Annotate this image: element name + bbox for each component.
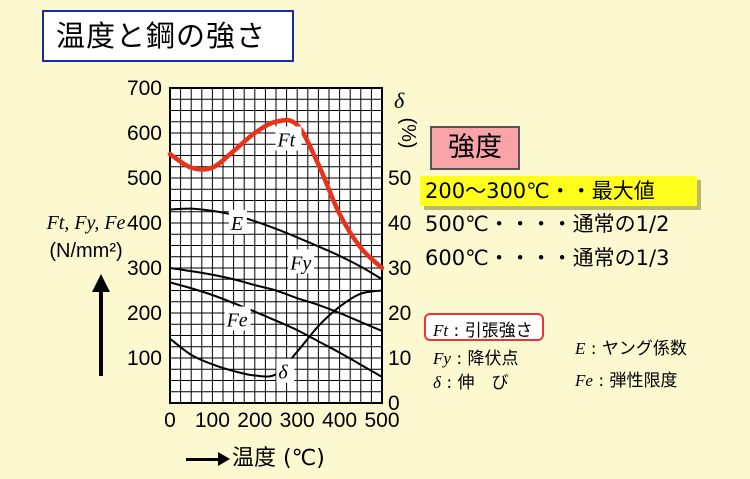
x-tick-label: 400 bbox=[322, 409, 357, 432]
x-tick-label: 0 bbox=[164, 409, 176, 432]
y-left-tick-label: 100 bbox=[127, 347, 162, 370]
x-tick-label: 100 bbox=[195, 409, 230, 432]
curve-label-delta: δ bbox=[278, 362, 288, 384]
legend-fe-text: : 弾性限度 bbox=[598, 371, 678, 391]
y-left-tick-label: 300 bbox=[127, 257, 162, 280]
series-line-delta bbox=[169, 289, 383, 378]
y-right-symbol: δ bbox=[394, 88, 405, 113]
legend-highlight-box bbox=[424, 313, 544, 341]
legend-fy-symbol: Fy bbox=[433, 349, 451, 368]
y-axis-left-label: Ft, Fy, Fe (N/mm²) bbox=[36, 208, 136, 265]
y-left-tick-label: 500 bbox=[127, 167, 162, 190]
x-tick-label: 500 bbox=[364, 409, 399, 432]
y-axis-unit: (N/mm²) bbox=[49, 240, 123, 262]
legend-fy-text: : 降伏点 bbox=[456, 349, 519, 369]
legend-e-text: : ヤング係数 bbox=[590, 339, 687, 359]
y-right-tick-label: 10 bbox=[388, 347, 411, 370]
y-right-tick-label: 0 bbox=[388, 392, 400, 415]
note-max: 200〜300℃・・最大値 bbox=[420, 176, 697, 206]
series-line-ft bbox=[167, 117, 385, 271]
legend-ft-text: : 引張強さ bbox=[453, 321, 533, 341]
curve-label-bg bbox=[228, 209, 247, 234]
legend-e: E : ヤング係数 bbox=[575, 334, 687, 359]
page-title: 温度と鋼の強さ bbox=[42, 10, 294, 62]
curve-label-bg bbox=[288, 249, 315, 274]
y-left-tick-label: 600 bbox=[127, 122, 162, 145]
curve-label-bg bbox=[276, 358, 295, 383]
right-arrow-icon bbox=[186, 451, 230, 466]
y-left-tick-label: 200 bbox=[127, 302, 162, 325]
legend-delta: δ : 伸 び bbox=[433, 368, 508, 393]
y-left-tick-label: 400 bbox=[127, 212, 162, 235]
legend-ft: Ft : 引張強さ bbox=[433, 316, 533, 341]
x-tick-label: 300 bbox=[280, 409, 315, 432]
y-left-tick-label: 700 bbox=[127, 77, 162, 100]
legend-delta-symbol: δ bbox=[433, 373, 441, 392]
y-right-tick-label: 50 bbox=[388, 167, 411, 190]
curve-label-e: E bbox=[230, 213, 243, 235]
note-600: 600℃・・・・通常の1/3 bbox=[425, 246, 670, 270]
legend-fy: Fy : 降伏点 bbox=[433, 344, 518, 369]
legend-e-symbol: E bbox=[575, 339, 586, 358]
y-right-tick-label: 40 bbox=[388, 212, 411, 235]
legend-ft-symbol: Ft bbox=[433, 321, 449, 340]
plot-frame bbox=[169, 87, 383, 404]
strength-heading: 強度 bbox=[430, 126, 520, 170]
legend-delta-text: : 伸 び bbox=[446, 373, 509, 393]
y-right-unit: (%) bbox=[397, 117, 419, 148]
curve-label-bg bbox=[275, 126, 302, 151]
curve-label-fe: Fe bbox=[226, 310, 248, 332]
y-axis-symbols: Ft, Fy, Fe bbox=[46, 212, 126, 234]
legend-fe-symbol: Fe bbox=[575, 371, 593, 390]
y-right-tick-label: 30 bbox=[388, 257, 411, 280]
curve-label-fy: Fy bbox=[289, 252, 311, 274]
x-tick-label: 200 bbox=[237, 409, 272, 432]
y-right-tick-label: 20 bbox=[388, 302, 411, 325]
x-axis-label-text: 温度 (℃) bbox=[232, 446, 325, 471]
legend-fe: Fe : 弾性限度 bbox=[575, 366, 677, 391]
x-axis-label: 温度 (℃) bbox=[186, 440, 325, 472]
curve-label-ft: Ft bbox=[276, 130, 295, 152]
series-line-fy bbox=[169, 267, 383, 332]
y-axis-up-arrow-icon bbox=[92, 274, 110, 376]
curve-label-bg bbox=[224, 306, 251, 331]
note-500: 500℃・・・・通常の1/2 bbox=[425, 212, 670, 236]
series-line-e bbox=[169, 207, 383, 281]
series-line-fe bbox=[169, 281, 383, 378]
